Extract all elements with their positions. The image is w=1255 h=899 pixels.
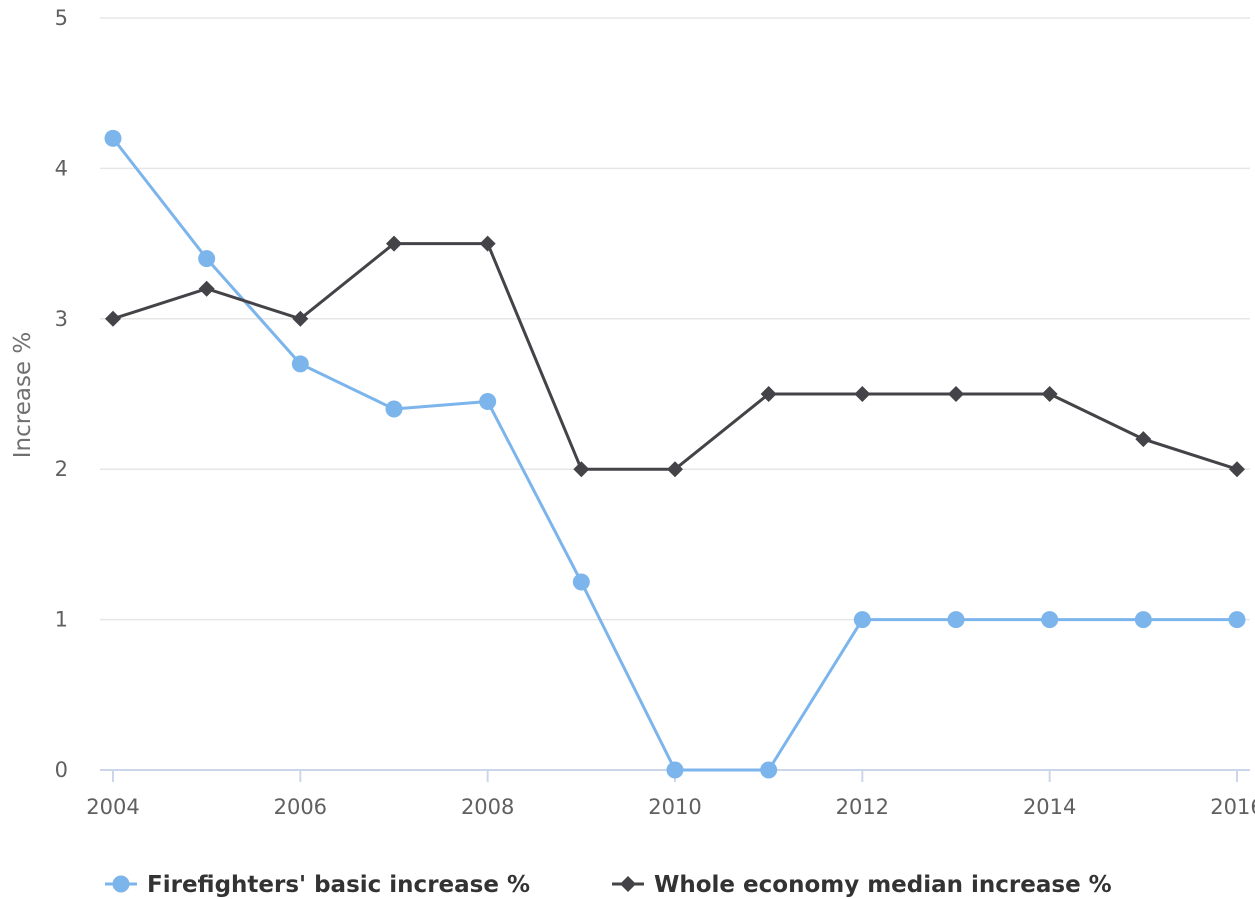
legend-marker-diamond[interactable] (620, 876, 636, 892)
series-whole-economy (105, 235, 1245, 478)
data-point-diamond[interactable] (854, 386, 871, 402)
data-point-circle[interactable] (385, 400, 403, 418)
data-point-diamond[interactable] (948, 386, 964, 402)
data-point-circle[interactable] (198, 250, 216, 268)
data-point-diamond[interactable] (198, 280, 215, 297)
data-point-circle[interactable] (1228, 611, 1246, 629)
data-point-circle[interactable] (572, 573, 590, 591)
y-tick-label: 0 (55, 758, 68, 782)
x-tick-label: 2010 (648, 795, 701, 819)
data-point-diamond[interactable] (667, 461, 683, 478)
legend-marker-circle[interactable] (112, 875, 130, 893)
y-tick-label: 4 (55, 156, 68, 180)
data-point-diamond[interactable] (573, 461, 590, 478)
x-tick-label: 2008 (461, 795, 514, 819)
data-point-diamond[interactable] (1041, 386, 1058, 402)
series-firefighters (104, 129, 1246, 779)
x-tick-label: 2014 (1023, 795, 1076, 819)
series-line (111, 137, 1237, 772)
y-axis-title: Increase % (10, 332, 36, 459)
legend-label: Firefighters' basic increase % (147, 872, 530, 898)
legend-label: Whole economy median increase % (654, 872, 1112, 898)
legend-item-firefighters[interactable]: Firefighters' basic increase % (105, 872, 530, 898)
data-point-circle[interactable] (947, 611, 965, 629)
legend[interactable]: Firefighters' basic increase % Whole econ… (105, 872, 1112, 898)
data-point-circle[interactable] (1041, 611, 1059, 629)
y-tick-label: 1 (55, 608, 68, 632)
data-point-circle[interactable] (291, 355, 309, 373)
series-line (112, 242, 1238, 471)
data-point-circle[interactable] (853, 611, 871, 629)
x-tick-label: 2016 (1210, 795, 1255, 819)
y-tick-label: 3 (55, 307, 68, 331)
data-point-circle[interactable] (104, 129, 122, 147)
x-tick-label: 2004 (86, 795, 139, 819)
series-layer (104, 129, 1246, 779)
y-tick-label: 5 (55, 6, 68, 30)
data-point-diamond[interactable] (760, 386, 777, 402)
data-point-diamond[interactable] (292, 310, 309, 327)
data-point-diamond[interactable] (1229, 461, 1245, 478)
data-point-circle[interactable] (479, 393, 497, 411)
data-point-diamond[interactable] (1135, 431, 1152, 448)
x-tick-label: 2006 (274, 795, 327, 819)
axes: 0 1 2 3 4 5 2004 2006 2008 2010 2012 2014 2016 (55, 6, 1255, 819)
data-point-circle[interactable] (666, 761, 684, 779)
data-point-diamond[interactable] (479, 235, 496, 252)
y-tick-label: 2 (55, 457, 68, 481)
legend-item-whole-economy[interactable]: Whole economy median increase % (612, 872, 1112, 898)
data-point-circle[interactable] (1134, 611, 1152, 629)
data-point-diamond[interactable] (105, 310, 121, 327)
data-point-circle[interactable] (760, 761, 778, 779)
data-point-diamond[interactable] (386, 235, 402, 252)
x-tick-label: 2012 (836, 795, 889, 819)
grid-lines (100, 17, 1250, 621)
